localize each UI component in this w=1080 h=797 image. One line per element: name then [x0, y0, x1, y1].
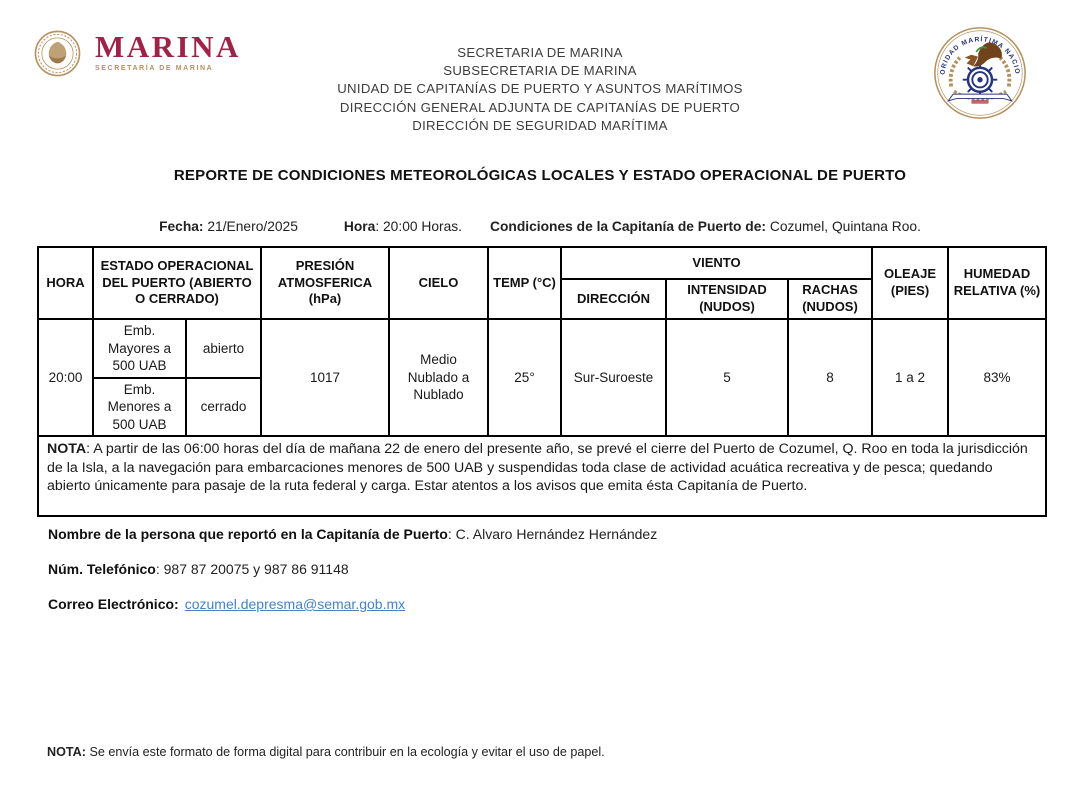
- header-cielo: CIELO: [388, 246, 490, 320]
- header-intensidad: INTENSIDAD (NUDOS): [665, 278, 790, 320]
- cell-humedad: 83%: [947, 317, 1048, 438]
- condiciones-label: Condiciones de la Capitanía de Puerto de…: [490, 219, 767, 234]
- cell-oleaje: 1 a 2: [871, 317, 950, 438]
- cell-rachas: 8: [787, 317, 874, 438]
- footer-note-label: NOTA:: [47, 745, 86, 759]
- footer-note: NOTA: Se envía este formato de forma dig…: [47, 745, 605, 759]
- header-estado-operacional: ESTADO OPERACIONAL DEL PUERTO (ABIERTO O…: [91, 246, 263, 320]
- header-rachas: RACHAS (NUDOS): [787, 278, 874, 320]
- email-label: Correo Electrónico:: [48, 596, 179, 612]
- header-temp: TEMP (°C): [487, 246, 563, 320]
- table-nota: NOTA: A partir de las 06:00 horas del dí…: [36, 435, 1048, 518]
- header-viento: VIENTO: [560, 246, 874, 280]
- mexico-seal-icon: [34, 30, 81, 77]
- reporter-name: : C. Alvaro Hernández Hernández: [447, 526, 658, 542]
- cell-emb-menores-estado: cerrado: [184, 376, 263, 438]
- reporter-label: Nombre de la persona que reportó en la C…: [48, 526, 448, 542]
- cell-emb-mayores-label: Emb. Mayores a 500 UAB: [92, 318, 187, 379]
- org-line-2: SUBSECRETARIA DE MARINA: [443, 63, 637, 79]
- header-oleaje: OLEAJE (PIES): [871, 246, 950, 320]
- cell-temp: 25°: [487, 317, 563, 438]
- cell-direccion: Sur-Suroeste: [560, 317, 668, 438]
- fecha-label: Fecha:: [159, 219, 204, 234]
- hora-value: : 20:00 Horas.: [375, 219, 463, 234]
- header-humedad: HUMEDAD RELATIVA (%): [947, 246, 1048, 320]
- condiciones-value: Cozumel, Quintana Roo.: [766, 219, 921, 234]
- cell-cielo: Medio Nublado a Nublado: [388, 317, 490, 438]
- conditions-table: HORA ESTADO OPERACIONAL DEL PUERTO (ABIE…: [36, 246, 1048, 518]
- fecha-value: 21/Enero/2025: [203, 219, 298, 234]
- autoridad-maritima-seal-icon: AUTORIDAD MARÍTIMA NACIONAL: [932, 25, 1026, 119]
- contact-block: Nombre de la persona que reportó en la C…: [48, 526, 657, 631]
- cell-intensidad: 5: [665, 317, 790, 438]
- org-line-4: DIRECCIÓN GENERAL ADJUNTA DE CAPITANÍAS …: [339, 99, 741, 115]
- hora-label: Hora: [343, 219, 376, 234]
- cell-hora: 20:00: [37, 317, 94, 438]
- email-link[interactable]: cozumel.depresma@semar.gob.mx: [184, 596, 406, 612]
- org-line-3: UNIDAD DE CAPITANÍAS DE PUERTO Y ASUNTOS…: [337, 81, 743, 97]
- report-title: REPORTE DE CONDICIONES METEOROLÓGICAS LO…: [173, 167, 907, 184]
- email-line: Correo Electrónico: cozumel.depresma@sema…: [48, 596, 657, 612]
- header-direccion: DIRECCIÓN: [560, 278, 668, 320]
- footer-note-text: Se envía este formato de forma digital p…: [89, 745, 605, 759]
- org-line-1: SECRETARIA DE MARINA: [457, 45, 623, 60]
- phone-line: Núm. Telefónico: 987 87 20075 y 987 86 9…: [48, 561, 657, 577]
- cell-emb-mayores-estado: abierto: [184, 318, 263, 379]
- header-presion: PRESIÓN ATMOSFERICA (hPa): [260, 246, 391, 320]
- phone-numbers: : 987 87 20075 y 987 86 91148: [155, 561, 349, 577]
- reporter-line: Nombre de la persona que reportó en la C…: [48, 526, 657, 542]
- cell-emb-menores-label: Emb. Menores a 500 UAB: [92, 376, 187, 438]
- table-nota-label: NOTA: [47, 441, 87, 458]
- report-meta: Fecha: 21/Enero/2025 Hora: 20:00 Horas. Co…: [0, 219, 1080, 234]
- org-header: SECRETARIA DE MARINA SUBSECRETARIA DE MA…: [0, 44, 1080, 135]
- marina-wordmark: MARINA: [95, 29, 241, 64]
- marina-wordmark-subtitle: SECRETARÍA DE MARINA: [95, 65, 214, 72]
- phone-label: Núm. Telefónico: [48, 561, 156, 577]
- table-nota-text: : A partir de las 06:00 horas del día de…: [47, 441, 1028, 495]
- org-line-5: DIRECCIÓN DE SEGURIDAD MARÍTIMA: [412, 117, 668, 133]
- semar-logo: MARINA SECRETARÍA DE MARINA: [34, 29, 241, 77]
- cell-presion: 1017: [260, 317, 391, 438]
- header-hora: HORA: [37, 246, 94, 320]
